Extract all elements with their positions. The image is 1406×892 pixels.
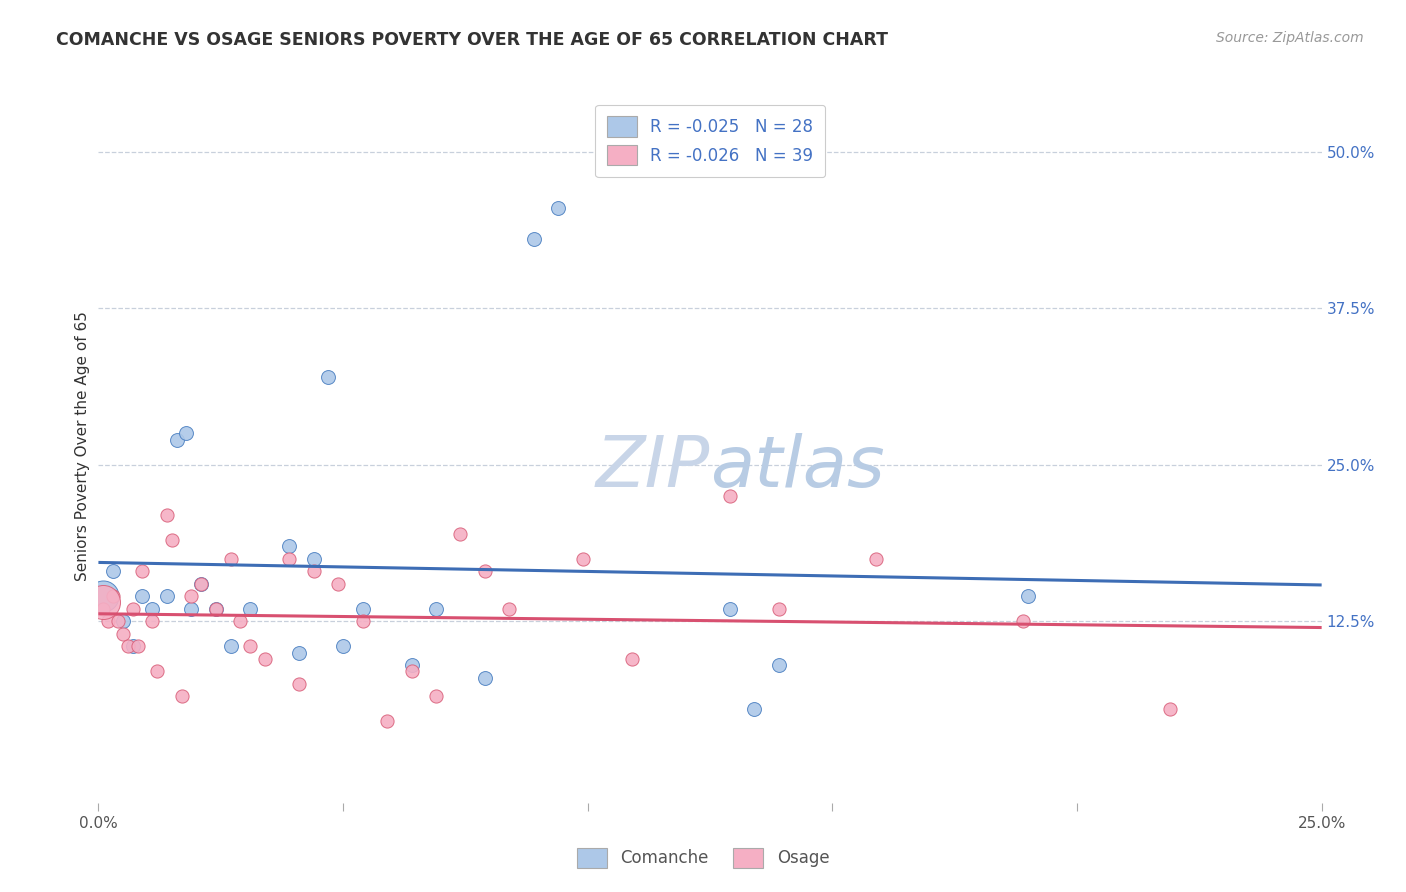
Point: [1159, 702, 1181, 716]
Point: [91, 589, 114, 603]
Point: [718, 601, 741, 615]
Point: [101, 564, 124, 578]
Point: [278, 551, 301, 566]
Point: [742, 702, 765, 716]
Point: [190, 576, 212, 591]
Point: [156, 508, 179, 522]
Point: [141, 614, 163, 628]
Point: [498, 601, 520, 615]
Point: [572, 551, 595, 566]
Point: [180, 601, 202, 615]
Point: [229, 614, 252, 628]
Point: [101, 589, 124, 603]
Point: [401, 665, 423, 679]
Y-axis label: Seniors Poverty Over the Age of 65: Seniors Poverty Over the Age of 65: [75, 311, 90, 581]
Point: [141, 601, 163, 615]
Point: [239, 640, 262, 654]
Legend: R = -0.025   N = 28, R = -0.026   N = 39: R = -0.025 N = 28, R = -0.026 N = 39: [595, 104, 825, 177]
Point: [205, 601, 228, 615]
Point: [523, 232, 546, 246]
Point: [160, 533, 183, 547]
Legend: Comanche, Osage: Comanche, Osage: [569, 841, 837, 875]
Point: [718, 489, 741, 503]
Point: [620, 652, 643, 666]
Text: Source: ZipAtlas.com: Source: ZipAtlas.com: [1216, 31, 1364, 45]
Point: [111, 614, 134, 628]
Point: [328, 576, 350, 591]
Point: [91, 601, 114, 615]
Point: [401, 658, 423, 673]
Point: [1017, 589, 1039, 603]
Point: [180, 589, 202, 603]
Point: [474, 564, 496, 578]
Point: [107, 614, 129, 628]
Point: [352, 601, 374, 615]
Point: [146, 665, 169, 679]
Point: [768, 658, 790, 673]
Point: [332, 640, 354, 654]
Point: [450, 526, 472, 541]
Point: [253, 652, 276, 666]
Point: [352, 614, 374, 628]
Point: [205, 601, 228, 615]
Point: [288, 677, 311, 691]
Point: [121, 640, 143, 654]
Point: [1012, 614, 1035, 628]
Point: [425, 690, 447, 704]
Point: [131, 589, 153, 603]
Point: [156, 589, 179, 603]
Point: [97, 614, 120, 628]
Point: [219, 640, 242, 654]
Point: [318, 370, 340, 384]
Point: [190, 576, 212, 591]
Point: [131, 564, 153, 578]
Point: [302, 551, 325, 566]
Point: [288, 646, 311, 660]
Point: [121, 601, 143, 615]
Point: [127, 640, 149, 654]
Point: [111, 627, 134, 641]
Text: atlas: atlas: [710, 433, 884, 502]
Point: [166, 433, 188, 447]
Point: [425, 601, 447, 615]
Point: [768, 601, 790, 615]
Point: [278, 539, 301, 553]
Point: [239, 601, 262, 615]
Text: COMANCHE VS OSAGE SENIORS POVERTY OVER THE AGE OF 65 CORRELATION CHART: COMANCHE VS OSAGE SENIORS POVERTY OVER T…: [56, 31, 889, 49]
Point: [170, 690, 193, 704]
Point: [375, 714, 398, 729]
Point: [176, 426, 198, 441]
Point: [302, 564, 325, 578]
Point: [474, 671, 496, 685]
Point: [117, 640, 139, 654]
Point: [865, 551, 887, 566]
Point: [547, 201, 569, 215]
Point: [219, 551, 242, 566]
Point: [91, 595, 114, 609]
Text: ZIP: ZIP: [596, 433, 710, 502]
